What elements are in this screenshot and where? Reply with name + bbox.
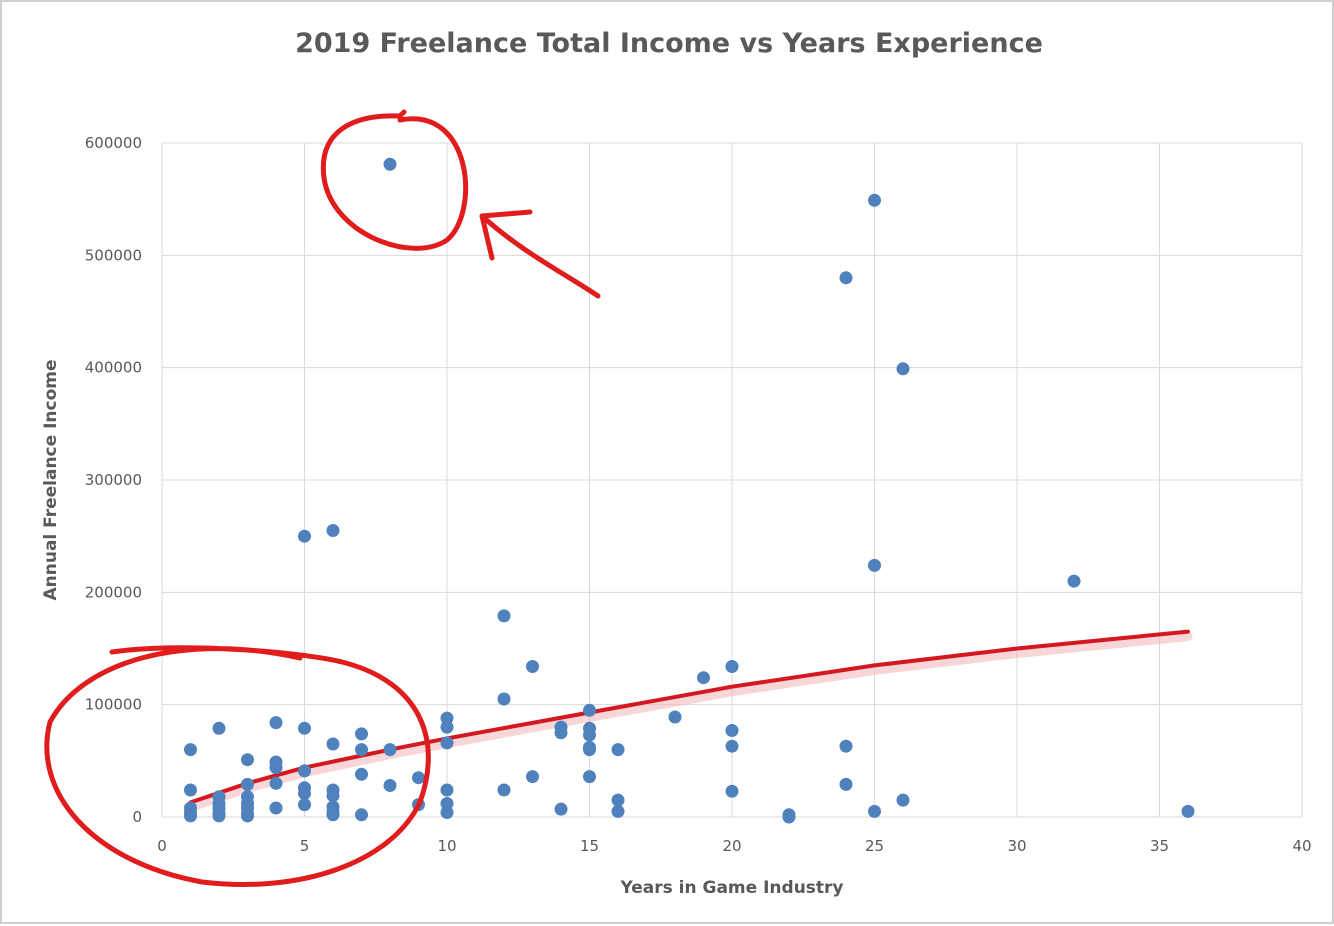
data-point: [725, 739, 739, 753]
data-point: [440, 711, 454, 725]
data-point: [611, 793, 625, 807]
data-point: [440, 797, 454, 810]
trendline: [188, 629, 1190, 805]
trendline-group: [186, 629, 1193, 812]
data-point: [184, 783, 197, 797]
data-point: [269, 776, 283, 790]
data-point: [497, 783, 511, 797]
x-tick-label: 10: [437, 837, 456, 855]
data-point: [269, 761, 283, 775]
data-point: [583, 703, 596, 717]
data-point: [583, 770, 596, 784]
x-tick-label: 5: [300, 837, 310, 855]
data-point: [241, 809, 254, 823]
data-point: [554, 802, 568, 816]
data-point: [355, 743, 368, 757]
data-point: [326, 789, 340, 803]
data-point: [412, 771, 425, 785]
data-point: [583, 743, 596, 757]
annotation-circle-outlier: [320, 109, 468, 251]
data-point: [298, 764, 311, 778]
data-point: [298, 798, 311, 812]
data-point: [868, 558, 881, 572]
data-point: [725, 724, 739, 737]
y-tick-label: 500000: [85, 246, 142, 264]
y-axis-title: Annual Freelance Income: [41, 359, 61, 600]
data-point: [383, 779, 397, 792]
data-point: [839, 739, 853, 753]
data-point: [326, 737, 340, 751]
x-tick-label: 15: [580, 837, 599, 855]
y-tick-label: 200000: [85, 583, 142, 601]
y-tick-label: 100000: [85, 696, 142, 714]
data-point: [355, 808, 368, 822]
data-point: [184, 809, 197, 823]
data-point: [440, 783, 454, 797]
data-point: [583, 728, 596, 742]
data-point: [241, 777, 254, 791]
data-point: [440, 806, 454, 819]
data-point: [326, 808, 340, 822]
data-point: [868, 193, 881, 207]
data-point: [611, 804, 625, 818]
data-point: [269, 716, 283, 730]
data-point: [868, 804, 881, 818]
data-point: [497, 609, 511, 623]
annotations: [44, 109, 601, 887]
data-point: [355, 767, 368, 781]
grid: [161, 142, 1303, 818]
data-point: [839, 777, 853, 791]
data-point: [1181, 804, 1195, 818]
annotation-circle-cluster: [44, 645, 431, 887]
data-point: [298, 786, 311, 800]
y-tick-label: 300000: [85, 471, 142, 489]
data-point: [440, 720, 454, 734]
data-point: [526, 660, 539, 673]
data-point: [184, 743, 197, 757]
x-tick-label: 30: [1007, 837, 1026, 855]
y-tick-label: 0: [132, 808, 142, 826]
data-points: [184, 157, 1195, 824]
data-point: [896, 793, 910, 807]
chart-title: 2019 Freelance Total Income vs Years Exp…: [295, 28, 1043, 59]
annotation-arrow: [479, 209, 601, 299]
data-point: [725, 784, 739, 798]
data-point: [725, 660, 739, 673]
data-point: [298, 529, 311, 543]
data-point: [383, 743, 397, 757]
data-point: [383, 157, 397, 171]
x-tick-label: 40: [1292, 837, 1311, 855]
data-point: [212, 809, 226, 823]
tick-labels: 0 100000 200000 300000 400000 500000 600000 0 5 1…: [85, 134, 1312, 855]
data-point: [212, 721, 226, 735]
data-point: [326, 524, 340, 537]
data-point: [839, 271, 853, 285]
x-tick-label: 35: [1150, 837, 1169, 855]
data-point: [782, 810, 796, 824]
data-point: [668, 710, 682, 724]
y-tick-label: 600000: [85, 134, 142, 152]
data-point: [526, 770, 539, 784]
x-tick-label: 20: [722, 837, 741, 855]
data-point: [241, 753, 254, 767]
data-point: [1067, 574, 1081, 588]
data-point: [269, 801, 283, 815]
data-point: [554, 726, 568, 740]
x-tick-label: 25: [865, 837, 884, 855]
y-tick-label: 400000: [85, 359, 142, 377]
data-point: [298, 721, 311, 735]
data-point: [697, 671, 710, 685]
x-tick-label: 0: [157, 837, 167, 855]
data-point: [611, 743, 625, 757]
data-point: [497, 692, 511, 706]
data-point: [440, 736, 454, 750]
data-point: [355, 727, 368, 741]
x-axis-title: Years in Game Industry: [619, 878, 843, 898]
data-point: [896, 362, 910, 376]
